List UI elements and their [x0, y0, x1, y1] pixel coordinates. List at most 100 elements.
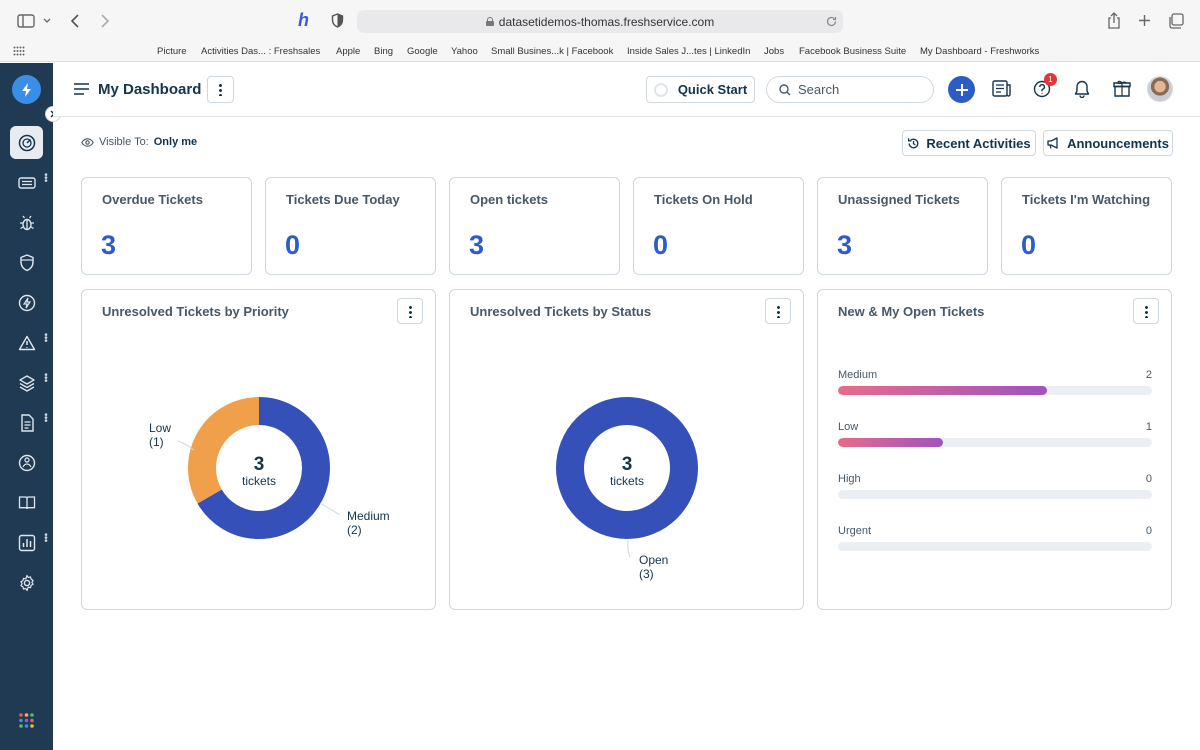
marketplace-icon[interactable] [1113, 80, 1131, 98]
sidebar-item-analytics[interactable] [10, 526, 43, 559]
sidebar-item-problems[interactable] [10, 206, 43, 239]
bar-label: Medium [838, 369, 878, 381]
card-title: Open tickets [470, 192, 549, 207]
dashboard-options-button[interactable] [207, 76, 234, 103]
bar-track [838, 386, 1152, 395]
bar-label: Urgent [838, 525, 872, 537]
sidebar-item-admin[interactable] [10, 566, 43, 599]
announcements-label: Announcements [1067, 135, 1169, 151]
bookmark-small-business[interactable]: Small Busines...k | Facebook [491, 46, 614, 57]
bell-icon[interactable] [1074, 80, 1090, 98]
extension-logo-icon[interactable]: h [298, 10, 309, 30]
slice-label-open: Open [639, 553, 668, 567]
sidebar-item-changes[interactable] [10, 246, 43, 279]
bookmark-facebook-business[interactable]: Facebook Business Suite [799, 46, 907, 57]
bookmark-jobs[interactable]: Jobs [764, 46, 785, 57]
shield-check-icon [19, 253, 34, 271]
bar-count: 2 [1145, 369, 1152, 381]
sidebar-item-releases[interactable] [10, 286, 43, 319]
new-tab-icon[interactable] [1138, 14, 1151, 27]
sidebar-item-contracts[interactable] [10, 406, 43, 439]
tab-overview-icon[interactable] [1168, 13, 1184, 29]
bar-track [838, 438, 1152, 447]
apps-grid-icon[interactable] [19, 713, 34, 728]
back-icon[interactable] [70, 14, 80, 28]
card-value: 0 [1021, 230, 1037, 260]
shield-icon[interactable] [331, 13, 344, 28]
grid-icon[interactable] [13, 46, 25, 56]
new-item-button[interactable] [948, 76, 975, 103]
news-icon[interactable] [992, 80, 1011, 97]
slice-count-low: (1) [149, 435, 164, 449]
bar-track [838, 542, 1152, 551]
page-title: My Dashboard [98, 81, 202, 98]
widget-menu-button[interactable] [397, 298, 423, 324]
history-icon [908, 137, 919, 148]
donut-slice-medium[interactable] [197, 397, 330, 539]
app-logo[interactable] [12, 75, 41, 104]
sidebar-toggle-icon[interactable] [17, 14, 35, 28]
bookmark-bing[interactable]: Bing [374, 46, 394, 57]
widget-menu-button[interactable] [1133, 298, 1159, 324]
bookmark-activities[interactable]: Activities Das... : Freshsales [201, 46, 321, 57]
card-value: 0 [285, 230, 301, 260]
megaphone-icon [1047, 137, 1058, 149]
sidebar-item-projects[interactable] [10, 446, 43, 479]
priority-donut-chart: 3 tickets Low (1) Medium (2) [149, 397, 390, 539]
sidebar-item-solutions[interactable] [10, 486, 43, 519]
sidebar-assets-more-icon[interactable]: • • • [44, 370, 48, 387]
chevron-down-icon[interactable] [43, 18, 51, 24]
unassigned-tickets-card[interactable]: Unassigned Tickets 3 [817, 177, 988, 275]
bookmark-inside-sales[interactable]: Inside Sales J...tes | LinkedIn [627, 46, 751, 57]
sidebar-item-alerts[interactable] [10, 326, 43, 359]
bar-label: Low [838, 421, 859, 433]
card-value: 3 [101, 230, 117, 260]
bar-fill [838, 438, 943, 447]
widget-title: Unresolved Tickets by Priority [102, 304, 289, 319]
recent-activities-button[interactable]: Recent Activities [902, 130, 1036, 156]
widget-menu-button[interactable] [765, 298, 791, 324]
bar-fill [838, 386, 1048, 395]
bookmark-apple[interactable]: Apple [336, 46, 361, 57]
layers-icon [18, 374, 35, 392]
sidebar-contracts-more-icon[interactable]: • • • [44, 410, 48, 427]
slice-label-medium: Medium [347, 509, 390, 523]
address-bar[interactable]: datasetidemos-thomas.freshservice.com [357, 10, 843, 33]
bookmark-yahoo[interactable]: Yahoo [451, 46, 478, 57]
sidebar-analytics-more-icon[interactable]: • • • [44, 530, 48, 547]
bookmark-google[interactable]: Google [407, 46, 438, 57]
sidebar-tickets-more-icon[interactable]: • • • [44, 170, 48, 187]
bookmark-picture[interactable]: Picture [157, 46, 187, 57]
menu-lines-icon[interactable] [74, 83, 89, 95]
tickets-due-today-card[interactable]: Tickets Due Today 0 [265, 177, 436, 275]
forward-icon[interactable] [100, 14, 110, 28]
share-icon[interactable] [1107, 12, 1121, 29]
tickets-watching-card[interactable]: Tickets I'm Watching 0 [1001, 177, 1172, 275]
open-tickets-card[interactable]: Open tickets 3 [449, 177, 620, 275]
bookmarks-bar: Picture Activities Das... : Freshsales A… [0, 42, 1200, 62]
donut-slice-low[interactable] [188, 397, 260, 504]
bug-icon [19, 215, 34, 230]
overdue-tickets-card[interactable]: Overdue Tickets 3 [81, 177, 252, 275]
quick-start-button[interactable]: Quick Start [646, 76, 755, 103]
announcements-button[interactable]: Announcements [1043, 130, 1173, 156]
help-badge: 1 [1044, 73, 1057, 86]
sidebar-item-assets[interactable] [10, 366, 43, 399]
bookmark-my-dashboard[interactable]: My Dashboard - Freshworks [920, 46, 1040, 57]
donut-slice-open[interactable] [556, 397, 698, 539]
progress-ring-icon [653, 82, 668, 97]
user-avatar[interactable] [1147, 76, 1173, 102]
search-input[interactable]: Search [766, 76, 934, 103]
plus-icon [955, 83, 968, 96]
more-vertical-icon [408, 304, 412, 318]
bar-count: 0 [1145, 525, 1152, 537]
sidebar-item-tickets[interactable] [10, 166, 43, 199]
search-placeholder: Search [798, 82, 840, 97]
tickets-on-hold-card[interactable]: Tickets On Hold 0 [633, 177, 804, 275]
sidebar-alerts-more-icon[interactable]: • • • [44, 330, 48, 347]
sidebar-item-dashboard[interactable] [10, 126, 43, 159]
lock-icon [485, 17, 494, 26]
reload-icon[interactable] [826, 16, 837, 27]
help-button[interactable]: 1 [1033, 73, 1057, 98]
widget-title: New & My Open Tickets [838, 304, 985, 319]
